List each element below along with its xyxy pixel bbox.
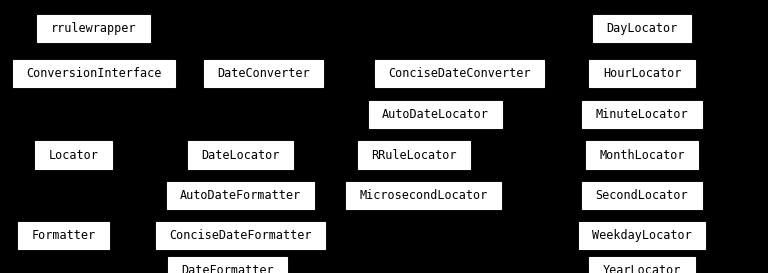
Text: Locator: Locator [49,149,98,162]
Text: AutoDateLocator: AutoDateLocator [382,108,489,121]
Text: DateFormatter: DateFormatter [181,264,273,273]
Text: YearLocator: YearLocator [603,264,681,273]
FancyBboxPatch shape [582,182,702,209]
FancyBboxPatch shape [13,60,174,87]
Text: MonthLocator: MonthLocator [599,149,685,162]
FancyBboxPatch shape [369,101,502,128]
FancyBboxPatch shape [582,101,702,128]
FancyBboxPatch shape [589,257,695,273]
Text: WeekdayLocator: WeekdayLocator [592,229,692,242]
FancyBboxPatch shape [204,60,323,87]
Text: rrulewrapper: rrulewrapper [51,22,137,35]
FancyBboxPatch shape [35,141,112,169]
FancyBboxPatch shape [375,60,544,87]
FancyBboxPatch shape [38,15,150,42]
Text: DateConverter: DateConverter [217,67,310,80]
Text: DayLocator: DayLocator [607,22,677,35]
Text: DateLocator: DateLocator [201,149,280,162]
FancyBboxPatch shape [167,182,314,209]
Text: MicrosecondLocator: MicrosecondLocator [359,189,487,202]
FancyBboxPatch shape [586,141,698,169]
Text: RRuleLocator: RRuleLocator [371,149,457,162]
Text: HourLocator: HourLocator [603,67,681,80]
FancyBboxPatch shape [167,257,287,273]
Text: SecondLocator: SecondLocator [596,189,688,202]
Text: ConciseDateConverter: ConciseDateConverter [388,67,531,80]
Text: AutoDateFormatter: AutoDateFormatter [180,189,301,202]
FancyBboxPatch shape [156,222,325,249]
FancyBboxPatch shape [346,182,501,209]
FancyBboxPatch shape [593,15,691,42]
FancyBboxPatch shape [187,141,293,169]
FancyBboxPatch shape [358,141,470,169]
FancyBboxPatch shape [18,222,109,249]
Text: MinuteLocator: MinuteLocator [596,108,688,121]
FancyBboxPatch shape [579,222,705,249]
Text: Formatter: Formatter [31,229,96,242]
FancyBboxPatch shape [589,60,695,87]
Text: ConciseDateFormatter: ConciseDateFormatter [169,229,312,242]
Text: ConversionInterface: ConversionInterface [26,67,161,80]
